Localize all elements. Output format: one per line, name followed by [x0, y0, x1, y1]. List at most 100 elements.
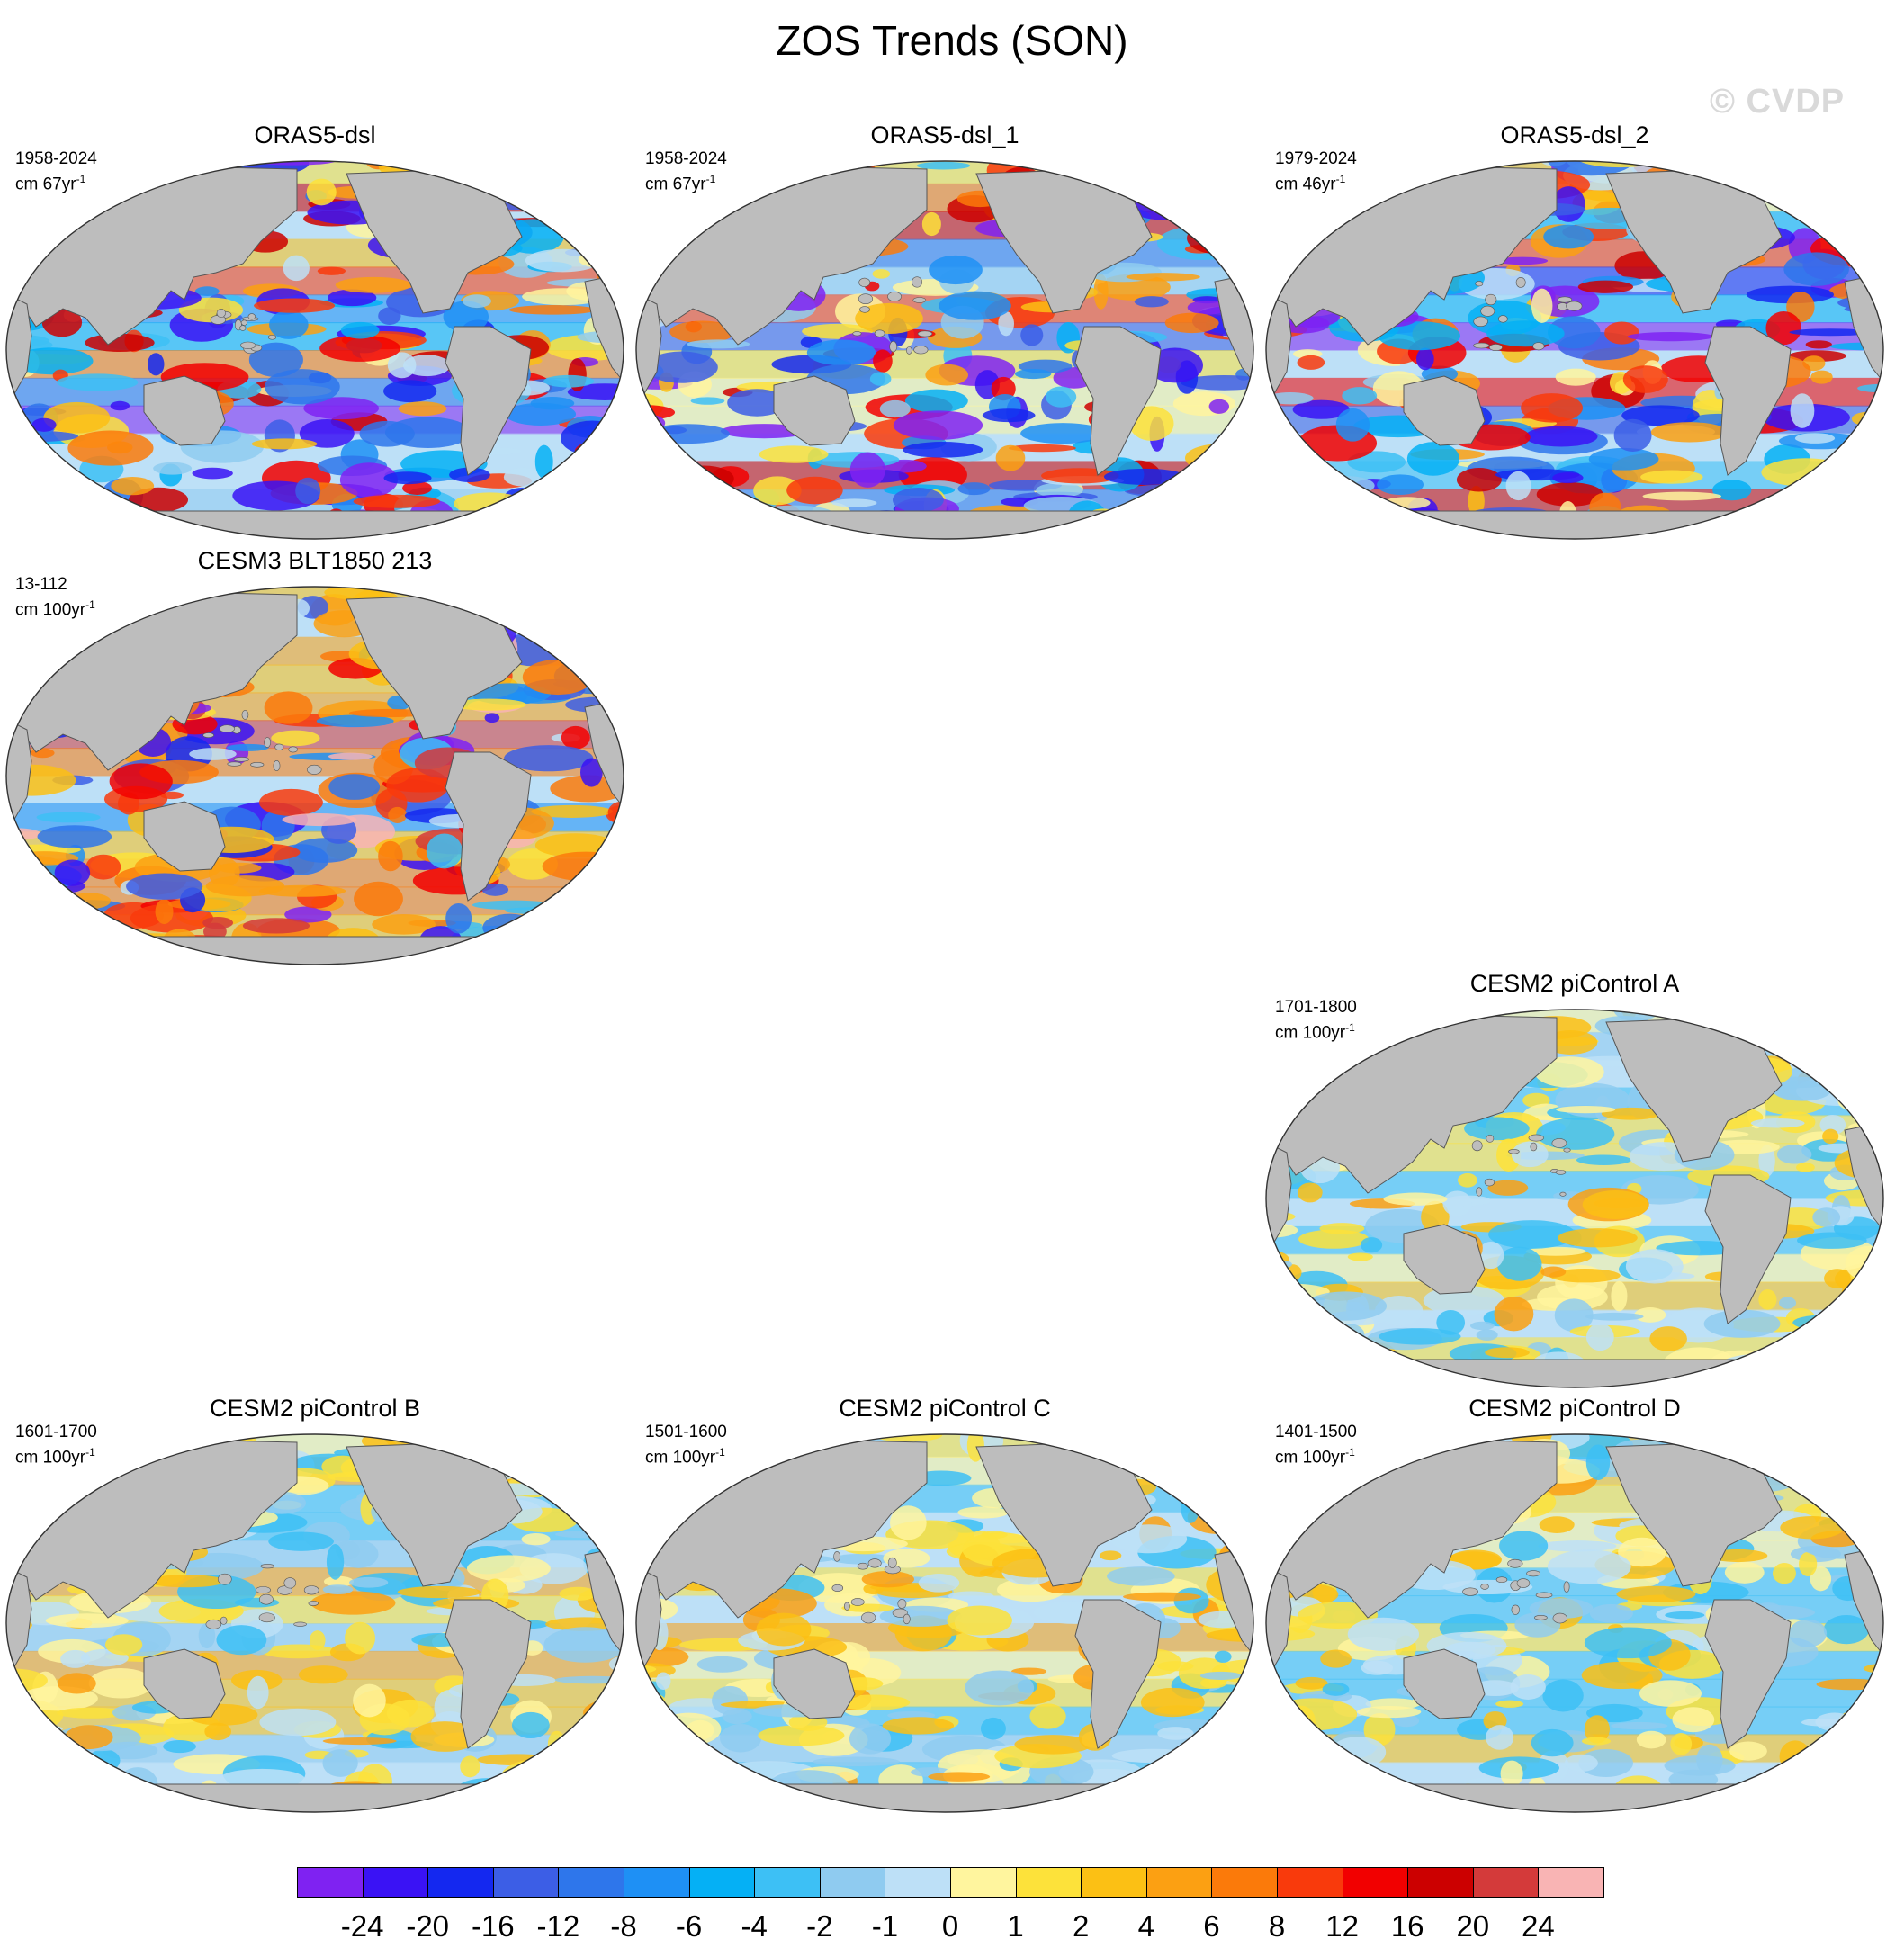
trend-patch: [1581, 1737, 1612, 1746]
trend-patch: [1576, 1154, 1631, 1165]
trend-patch: [903, 442, 983, 458]
trend-patch: [543, 374, 595, 388]
trend-patch: [11, 909, 49, 933]
trend-patch: [265, 369, 340, 405]
trend-patch: [504, 907, 574, 915]
australia-landmass: [773, 375, 856, 446]
trend-patch: [1226, 1698, 1253, 1728]
trend-patch: [1778, 1434, 1855, 1449]
trend-patch: [335, 276, 412, 293]
trend-patch: [1133, 513, 1211, 539]
trend-patch: [460, 516, 547, 539]
trend-patch: [1320, 1443, 1354, 1467]
island: [889, 341, 898, 353]
trend-patch: [1266, 446, 1318, 475]
trend-patch: [1846, 240, 1874, 257]
trend-patch: [6, 680, 35, 691]
trend-patch: [1266, 1358, 1314, 1369]
trend-patch: [264, 691, 313, 724]
trend-patch: [477, 515, 562, 528]
trend-patch: [530, 519, 587, 539]
trend-patch: [10, 1788, 59, 1812]
trend-patch: [1825, 527, 1846, 539]
trend-patch: [1765, 311, 1802, 346]
trend-patch: [504, 947, 579, 965]
trend-patch: [525, 248, 601, 273]
trend-patch: [477, 1783, 537, 1809]
trend-patch: [1650, 422, 1729, 443]
trend-patch: [1347, 1252, 1373, 1261]
trend-patch: [916, 161, 971, 170]
trend-patch: [508, 1775, 552, 1809]
panel-unit-base: cm 100yr: [1275, 1448, 1346, 1468]
trend-patch: [646, 424, 730, 444]
trend-patch: [598, 481, 624, 516]
trend-patch: [474, 161, 514, 186]
trend-patch: [636, 161, 707, 176]
trend-patch: [259, 1708, 337, 1737]
island: [850, 1598, 865, 1606]
trend-patch: [1290, 516, 1339, 530]
trend-patch: [338, 1540, 379, 1568]
trend-patch: [1772, 1464, 1823, 1481]
trend-patch: [326, 1543, 345, 1580]
colorbar-box: [362, 1867, 429, 1898]
trend-patch: [36, 812, 101, 823]
trend-patch: [1821, 1495, 1883, 1522]
trend-patch: [1157, 1787, 1238, 1799]
trend-patch: [1714, 161, 1782, 170]
trend-patch: [45, 1613, 129, 1629]
colorbar-label: 12: [1325, 1909, 1359, 1943]
panel-info: 13-112 cm 100yr-1: [15, 574, 95, 620]
trend-patch: [1185, 481, 1221, 516]
trend-patch: [1276, 1798, 1331, 1812]
trend-patch: [526, 189, 586, 200]
island: [258, 1612, 275, 1623]
trend-patch: [645, 351, 718, 383]
island: [887, 292, 902, 302]
trend-patch: [322, 1737, 397, 1746]
trend-patch: [831, 498, 877, 507]
trend-patch: [1584, 1627, 1672, 1659]
trend-patch: [569, 1751, 611, 1773]
trend-patch: [402, 480, 432, 495]
trend-patch: [1211, 210, 1253, 221]
trend-patch: [248, 342, 303, 378]
trend-patch: [1129, 406, 1174, 442]
trend-patch: [1737, 1010, 1822, 1033]
panel-info: 1501-1600 cm 100yr-1: [645, 1422, 727, 1468]
island: [1462, 1587, 1478, 1596]
trend-patch: [298, 1665, 348, 1684]
trend-patch: [83, 1434, 154, 1451]
trend-patch: [1193, 1798, 1230, 1808]
trend-patch: [33, 508, 53, 516]
trend-patch: [1525, 1246, 1586, 1256]
trend-patch: [1842, 520, 1879, 539]
trend-patch: [507, 848, 558, 880]
trend-patch: [535, 162, 578, 177]
map-border: [635, 1433, 1254, 1813]
trend-patch: [1487, 1180, 1529, 1196]
trend-patch: [1716, 1353, 1806, 1384]
trend-patch: [443, 301, 489, 333]
trend-patch: [1345, 174, 1431, 184]
trend-patch: [1436, 1310, 1466, 1335]
trend-patch: [1266, 1717, 1285, 1749]
panel-title: ORAS5-dsl: [254, 121, 376, 148]
trend-patch: [861, 1570, 915, 1588]
trend-patch: [1670, 1733, 1693, 1755]
island: [1471, 1140, 1483, 1152]
trend-patch: [1297, 355, 1325, 370]
trend-patch: [6, 920, 25, 938]
trend-patch: [1511, 1141, 1549, 1168]
colorbar-box: [492, 1867, 560, 1898]
australia-landmass: [1403, 1648, 1486, 1719]
colorbar-label: -2: [806, 1909, 833, 1943]
trend-patch: [1008, 444, 1076, 453]
island: [858, 277, 871, 288]
trend-patch: [1494, 1297, 1534, 1332]
trend-patch: [652, 1435, 676, 1468]
trend-patch: [1555, 368, 1596, 386]
trend-patch: [1486, 1725, 1514, 1750]
trend-patch: [1095, 162, 1183, 185]
